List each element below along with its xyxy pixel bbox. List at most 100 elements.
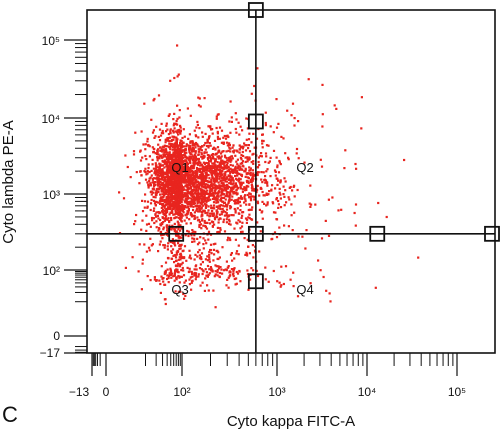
- data-point: [177, 242, 180, 245]
- data-point: [236, 192, 239, 195]
- data-point: [191, 237, 194, 240]
- data-point: [325, 289, 328, 292]
- data-point: [279, 193, 282, 196]
- data-point: [181, 145, 185, 148]
- data-point: [203, 167, 206, 170]
- data-point: [183, 219, 186, 222]
- data-point: [179, 129, 182, 132]
- x-tick-label: 10⁵: [448, 385, 466, 399]
- data-point: [229, 253, 233, 256]
- data-point: [215, 126, 218, 130]
- data-point: [208, 142, 211, 145]
- data-point: [198, 198, 201, 201]
- data-point: [181, 194, 184, 197]
- data-point: [206, 274, 209, 277]
- data-point: [239, 195, 243, 198]
- data-point: [262, 171, 265, 174]
- data-point: [225, 195, 228, 198]
- data-point: [235, 171, 238, 174]
- data-point: [176, 123, 179, 126]
- data-point: [164, 189, 168, 192]
- data-point: [223, 164, 226, 167]
- data-point: [191, 184, 194, 187]
- data-point: [246, 218, 249, 221]
- data-point: [171, 203, 174, 206]
- data-point: [261, 190, 264, 194]
- data-point: [178, 109, 181, 112]
- data-point: [179, 141, 182, 144]
- data-point: [207, 164, 210, 167]
- data-point: [160, 131, 163, 135]
- data-point: [144, 167, 147, 170]
- data-point: [199, 236, 202, 239]
- data-point: [163, 144, 166, 147]
- data-point: [171, 211, 174, 214]
- data-point: [321, 83, 324, 86]
- data-point: [194, 134, 197, 137]
- data-point: [253, 198, 256, 201]
- data-point: [191, 140, 194, 143]
- data-point: [204, 141, 207, 145]
- data-point: [173, 227, 176, 230]
- data-point: [226, 161, 229, 165]
- data-point: [218, 275, 221, 278]
- data-point: [194, 169, 197, 173]
- data-point: [229, 150, 232, 153]
- data-point: [280, 265, 283, 268]
- x-tick-label: 10²: [173, 385, 190, 399]
- data-point: [244, 156, 247, 159]
- data-point: [202, 237, 205, 240]
- data-point: [150, 198, 153, 202]
- data-point: [161, 216, 164, 219]
- data-point: [160, 168, 163, 171]
- data-point: [171, 272, 174, 275]
- data-point: [202, 191, 205, 194]
- data-point: [247, 216, 250, 219]
- data-point: [248, 196, 251, 199]
- data-point: [231, 177, 234, 180]
- data-point: [189, 257, 193, 260]
- data-point: [221, 150, 224, 153]
- data-point: [296, 188, 299, 192]
- data-point: [193, 274, 196, 277]
- data-point: [233, 207, 236, 211]
- data-point: [148, 155, 151, 158]
- data-point: [152, 185, 156, 188]
- data-point: [185, 161, 188, 164]
- data-point: [206, 197, 209, 200]
- data-point: [152, 129, 155, 132]
- data-point: [181, 196, 184, 199]
- data-point: [187, 148, 191, 151]
- data-point: [239, 168, 242, 171]
- data-point: [377, 201, 380, 205]
- data-point: [168, 153, 171, 156]
- data-point: [249, 192, 252, 195]
- data-point: [200, 164, 203, 167]
- data-point: [234, 209, 237, 212]
- data-point: [167, 168, 170, 171]
- data-point: [146, 205, 149, 208]
- data-point: [218, 137, 221, 140]
- data-point: [179, 187, 182, 190]
- data-point: [215, 184, 218, 187]
- data-point: [174, 229, 177, 232]
- data-point: [145, 158, 148, 161]
- data-point: [200, 214, 203, 217]
- data-point: [166, 139, 169, 142]
- data-point: [170, 173, 173, 176]
- data-point: [210, 204, 213, 207]
- data-point: [146, 172, 149, 175]
- data-point: [173, 200, 176, 203]
- data-point: [215, 212, 218, 215]
- data-point: [235, 282, 238, 285]
- data-point: [138, 243, 141, 246]
- data-point: [215, 265, 218, 268]
- data-point: [216, 199, 219, 202]
- data-point: [147, 186, 150, 189]
- data-point: [177, 202, 180, 205]
- data-point: [214, 264, 217, 267]
- data-point: [169, 184, 172, 187]
- data-point: [236, 202, 239, 205]
- data-point: [217, 181, 220, 184]
- data-point: [160, 206, 163, 210]
